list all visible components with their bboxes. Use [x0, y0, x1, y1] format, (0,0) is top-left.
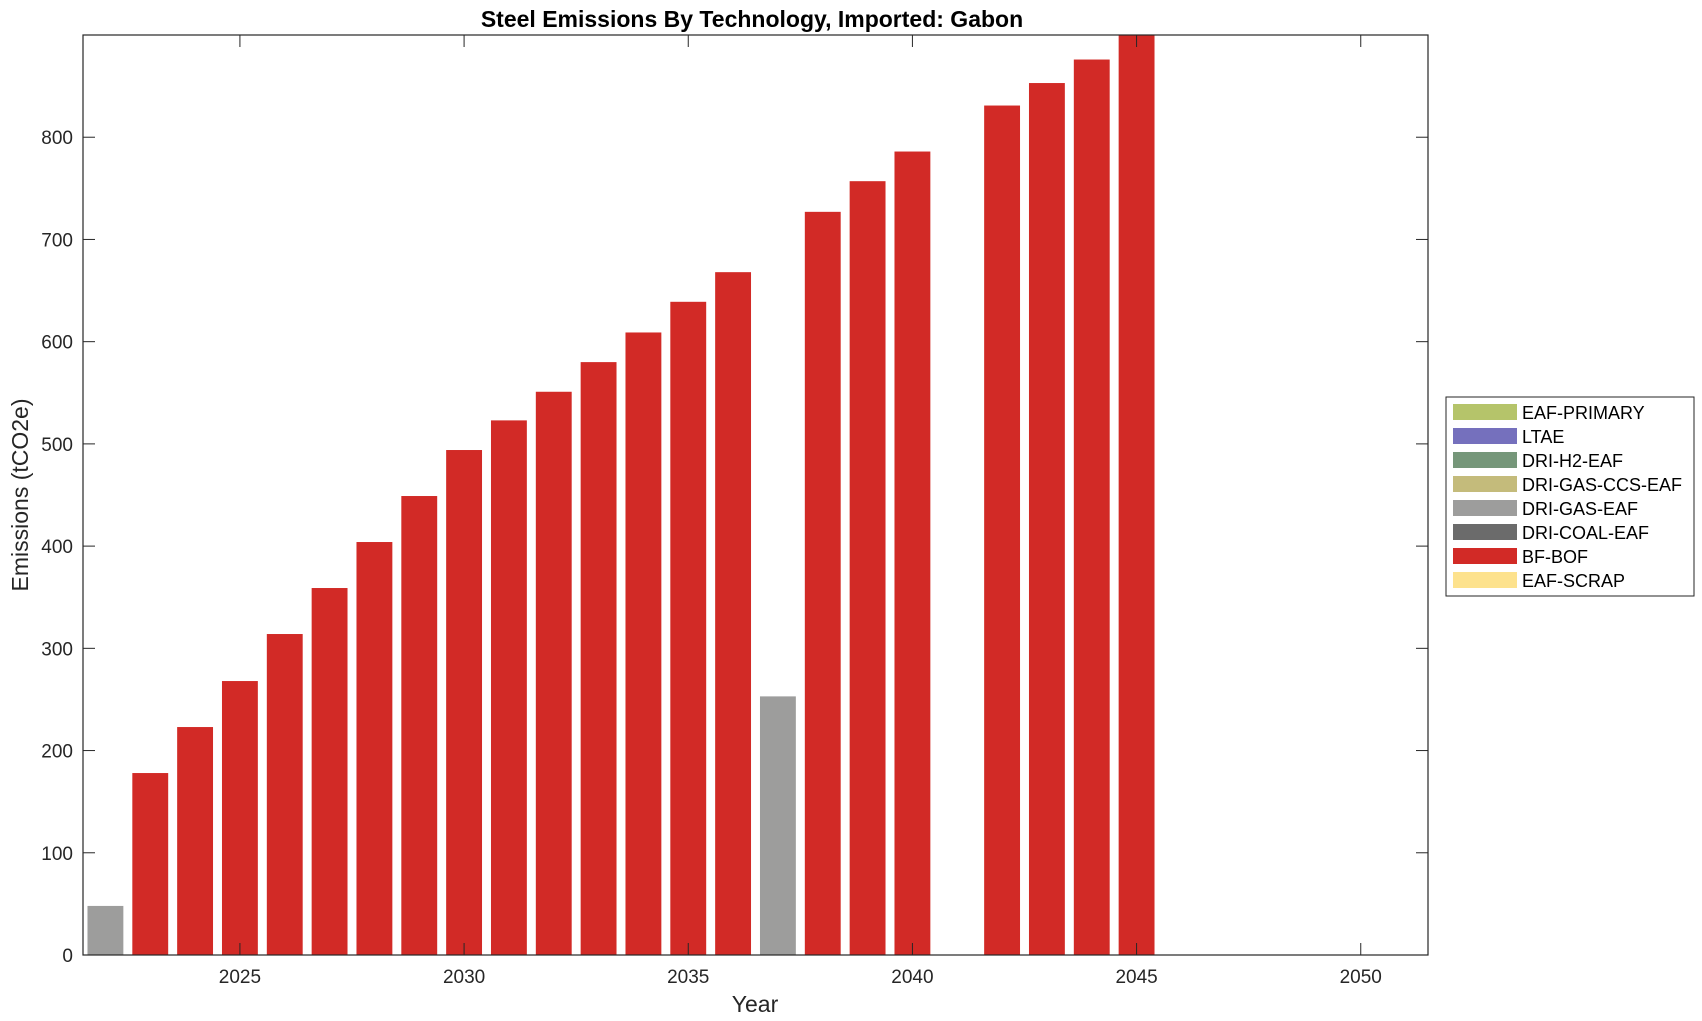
x-tick-label: 2040 [891, 967, 933, 988]
y-tick-label: 200 [41, 742, 73, 763]
legend-label-eaf-scrap: EAF-SCRAP [1522, 571, 1625, 591]
ticks-layer: 2025 2030 2035 2040 2045 2050 0 100 200 300 400 500… [41, 35, 1428, 988]
y-tick-label: 600 [41, 333, 73, 354]
bars-layer [87, 35, 1155, 956]
bar-2042-bf-bof [984, 105, 1021, 955]
y-tick-label: 300 [41, 639, 73, 660]
bar-2034-bf-bof [625, 332, 662, 956]
bar-2037-dri-gas-eaf [759, 696, 796, 955]
chart-title: Steel Emissions By Technology, Imported:… [481, 6, 1023, 32]
legend-label-eaf-primary: EAF-PRIMARY [1522, 403, 1645, 423]
legend-swatch-eaf-primary [1453, 404, 1517, 420]
legend-swatch-ltae [1453, 428, 1517, 444]
bar-2026-bf-bof [266, 634, 303, 955]
bar-2027-bf-bof [311, 588, 348, 955]
legend-swatch-dri-h2-eaf [1453, 452, 1517, 468]
legend-label-dri-coal-eaf: DRI-COAL-EAF [1522, 523, 1649, 543]
bar-2043-bf-bof [1028, 83, 1065, 956]
y-tick-label: 400 [41, 537, 73, 558]
bar-2030-bf-bof [446, 450, 483, 955]
bar-2029-bf-bof [401, 496, 438, 955]
x-axis-label: Year [732, 991, 779, 1017]
bar-2022-dri-gas-eaf [87, 905, 124, 955]
bar-2024-bf-bof [177, 727, 214, 955]
legend-swatch-dri-gas-eaf [1453, 500, 1517, 516]
bar-2039-bf-bof [849, 181, 886, 955]
y-tick-label: 800 [41, 128, 73, 149]
bar-2025-bf-bof [221, 681, 258, 955]
bar-2035-bf-bof [670, 301, 707, 955]
y-axis-label: Emissions (tCO2e) [7, 399, 33, 592]
y-tick-label: 500 [41, 435, 73, 456]
bar-2032-bf-bof [535, 391, 572, 955]
legend: EAF-PRIMARY LTAE DRI-H2-EAF DRI-GAS-CCS-EAF… [1445, 396, 1695, 597]
y-tick-label: 0 [62, 946, 73, 967]
bar-2031-bf-bof [490, 420, 527, 955]
bar-2040-bf-bof [894, 151, 931, 955]
bar-2033-bf-bof [580, 362, 617, 955]
x-tick-label: 2050 [1340, 967, 1382, 988]
x-tick-label: 2045 [1115, 967, 1157, 988]
bar-2038-bf-bof [804, 211, 841, 956]
legend-swatch-dri-coal-eaf [1453, 524, 1517, 540]
legend-swatch-eaf-scrap [1453, 572, 1517, 588]
y-tick-label: 700 [41, 230, 73, 251]
bar-2036-bf-bof [715, 272, 752, 955]
x-tick-label: 2035 [667, 967, 709, 988]
legend-swatch-dri-gas-ccs-eaf [1453, 476, 1517, 492]
bar-2028-bf-bof [356, 542, 393, 955]
plot-frame [82, 34, 1429, 956]
x-tick-label: 2025 [219, 967, 261, 988]
legend-label-dri-gas-ccs-eaf: DRI-GAS-CCS-EAF [1522, 475, 1682, 495]
legend-label-ltae: LTAE [1522, 427, 1564, 447]
bar-2045-bf-bof [1118, 35, 1155, 955]
legend-label-bf-bof: BF-BOF [1522, 547, 1588, 567]
legend-label-dri-gas-eaf: DRI-GAS-EAF [1522, 499, 1638, 519]
legend-label-dri-h2-eaf: DRI-H2-EAF [1522, 451, 1623, 471]
bar-2044-bf-bof [1073, 59, 1110, 955]
y-tick-label: 100 [41, 844, 73, 865]
legend-swatch-bf-bof [1453, 548, 1517, 564]
bar-2023-bf-bof [132, 773, 169, 955]
x-tick-label: 2030 [443, 967, 485, 988]
